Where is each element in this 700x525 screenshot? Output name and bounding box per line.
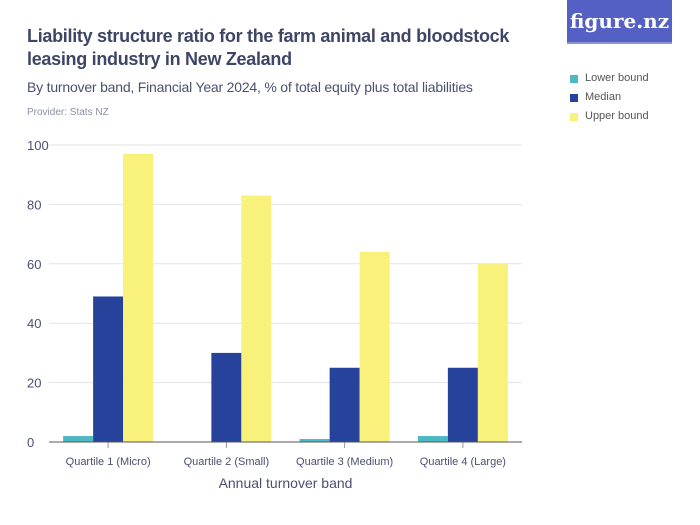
- x-tick-label: Quartile 1 (Micro): [66, 456, 151, 468]
- legend-item: Lower bound: [570, 68, 649, 87]
- y-tick-label: 40: [27, 316, 41, 331]
- y-tick-label: 0: [27, 435, 34, 450]
- x-tick-label: Quartile 3 (Medium): [296, 456, 393, 468]
- bar-lower-bound: [417, 436, 448, 442]
- y-tick-label: 20: [27, 376, 41, 391]
- bar-median: [211, 352, 242, 442]
- legend: Lower bound Median Upper bound: [570, 68, 649, 125]
- legend-item: Upper bound: [570, 106, 649, 125]
- legend-label: Upper bound: [585, 109, 649, 122]
- legend-swatch: [570, 94, 578, 102]
- legend-swatch: [570, 75, 578, 83]
- chart-subtitle: By turnover band, Financial Year 2024, %…: [27, 79, 473, 95]
- figure-nz-logo[interactable]: figure.nz: [567, 0, 672, 44]
- bar-upper-bound: [359, 251, 390, 442]
- legend-item: Median: [570, 87, 649, 106]
- bar-median: [447, 367, 478, 442]
- y-tick-label: 80: [27, 197, 41, 212]
- provider-label: Provider: Stats NZ: [27, 107, 109, 118]
- y-tick-label: 100: [27, 138, 49, 153]
- bar-upper-bound: [477, 263, 508, 442]
- chart-title: Liability structure ratio for the farm a…: [27, 26, 510, 69]
- bar-upper-bound: [241, 195, 272, 442]
- y-tick-label: 60: [27, 257, 41, 272]
- legend-swatch: [570, 113, 578, 121]
- x-tick-label: Quartile 2 (Small): [184, 456, 270, 468]
- legend-label: Median: [585, 90, 622, 103]
- x-axis-label: Annual turnover band: [219, 475, 353, 491]
- legend-label: Lower bound: [585, 71, 649, 84]
- x-tick-label: Quartile 4 (Large): [420, 456, 506, 468]
- bar-upper-bound: [123, 153, 154, 442]
- bar-lower-bound: [299, 439, 330, 442]
- bar-median: [329, 367, 360, 442]
- bar-median: [93, 296, 124, 442]
- bar-lower-bound: [63, 436, 94, 442]
